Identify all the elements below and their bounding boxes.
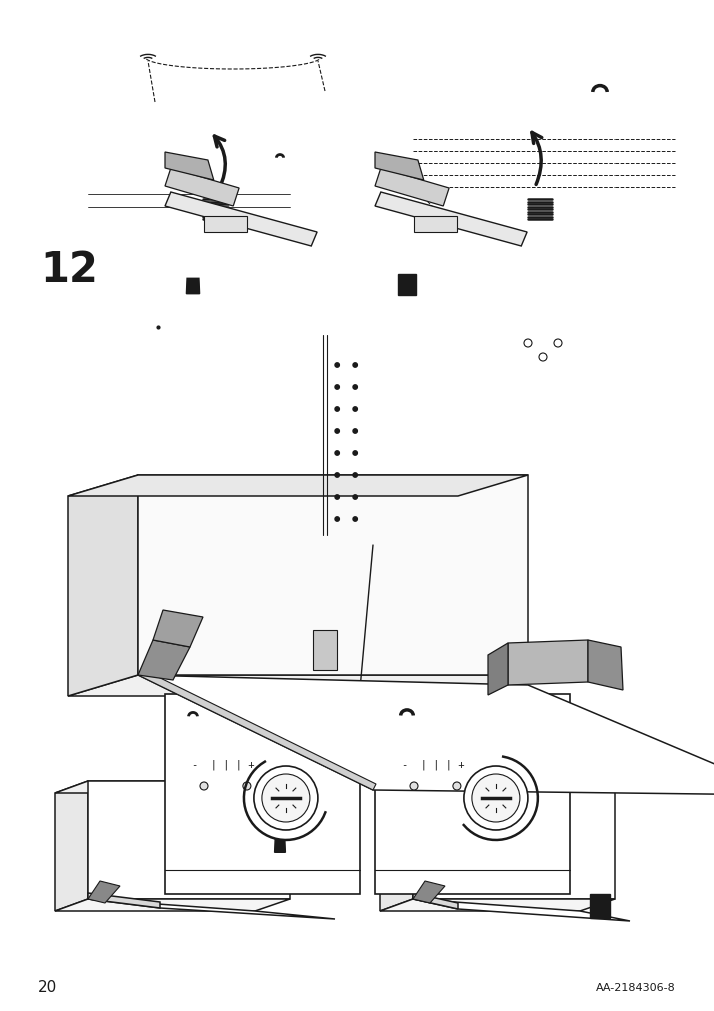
Polygon shape: [375, 169, 449, 207]
Polygon shape: [313, 631, 337, 670]
Polygon shape: [165, 169, 239, 207]
Text: 12: 12: [40, 249, 98, 291]
Circle shape: [335, 430, 339, 434]
Circle shape: [335, 473, 339, 478]
Circle shape: [353, 430, 358, 434]
Polygon shape: [380, 782, 413, 911]
Circle shape: [353, 363, 358, 368]
Circle shape: [335, 495, 339, 499]
Polygon shape: [138, 640, 190, 680]
Polygon shape: [88, 782, 290, 899]
Polygon shape: [88, 893, 160, 908]
Circle shape: [353, 407, 358, 411]
Polygon shape: [398, 274, 416, 295]
Polygon shape: [68, 675, 528, 697]
Circle shape: [464, 766, 528, 830]
Circle shape: [353, 518, 358, 522]
Polygon shape: [88, 882, 120, 903]
Circle shape: [353, 451, 358, 456]
Circle shape: [554, 340, 562, 348]
Polygon shape: [588, 640, 623, 691]
Polygon shape: [413, 882, 445, 903]
Polygon shape: [380, 782, 615, 794]
Circle shape: [335, 451, 339, 456]
Polygon shape: [186, 279, 200, 294]
Polygon shape: [204, 216, 247, 233]
Polygon shape: [590, 894, 610, 918]
Polygon shape: [138, 669, 376, 791]
Bar: [165, 695, 360, 894]
Bar: [375, 695, 570, 894]
Polygon shape: [375, 153, 423, 181]
Polygon shape: [414, 216, 457, 233]
Polygon shape: [165, 193, 317, 247]
Circle shape: [262, 774, 310, 822]
Circle shape: [539, 354, 547, 362]
Polygon shape: [55, 899, 290, 911]
Polygon shape: [153, 611, 203, 647]
Polygon shape: [508, 640, 588, 685]
Text: 20: 20: [38, 980, 57, 995]
Polygon shape: [68, 475, 138, 697]
Circle shape: [353, 473, 358, 478]
Polygon shape: [375, 193, 527, 247]
Circle shape: [335, 363, 339, 368]
Circle shape: [254, 766, 318, 830]
Polygon shape: [88, 899, 335, 919]
Polygon shape: [488, 643, 508, 696]
Polygon shape: [55, 782, 290, 794]
Polygon shape: [413, 899, 630, 921]
Circle shape: [524, 340, 532, 348]
Polygon shape: [138, 675, 714, 796]
Circle shape: [353, 385, 358, 390]
Circle shape: [472, 774, 520, 822]
Polygon shape: [138, 475, 528, 675]
Circle shape: [453, 783, 461, 791]
Polygon shape: [165, 153, 213, 181]
Circle shape: [353, 495, 358, 499]
Circle shape: [200, 783, 208, 791]
Circle shape: [335, 407, 339, 411]
Polygon shape: [68, 475, 528, 496]
Polygon shape: [413, 893, 458, 909]
Text: AA-2184306-8: AA-2184306-8: [596, 982, 676, 992]
Text: -  | | | +: - | | | +: [192, 759, 255, 769]
Circle shape: [335, 518, 339, 522]
Polygon shape: [380, 899, 615, 911]
Circle shape: [410, 783, 418, 791]
Text: -  | | | +: - | | | +: [402, 759, 465, 769]
Polygon shape: [55, 782, 88, 911]
Polygon shape: [413, 782, 615, 899]
Polygon shape: [275, 840, 286, 852]
Circle shape: [243, 783, 251, 791]
Circle shape: [335, 385, 339, 390]
